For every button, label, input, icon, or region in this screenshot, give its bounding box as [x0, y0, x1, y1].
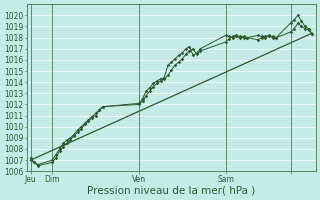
X-axis label: Pression niveau de la mer( hPa ): Pression niveau de la mer( hPa ) [87, 186, 256, 196]
